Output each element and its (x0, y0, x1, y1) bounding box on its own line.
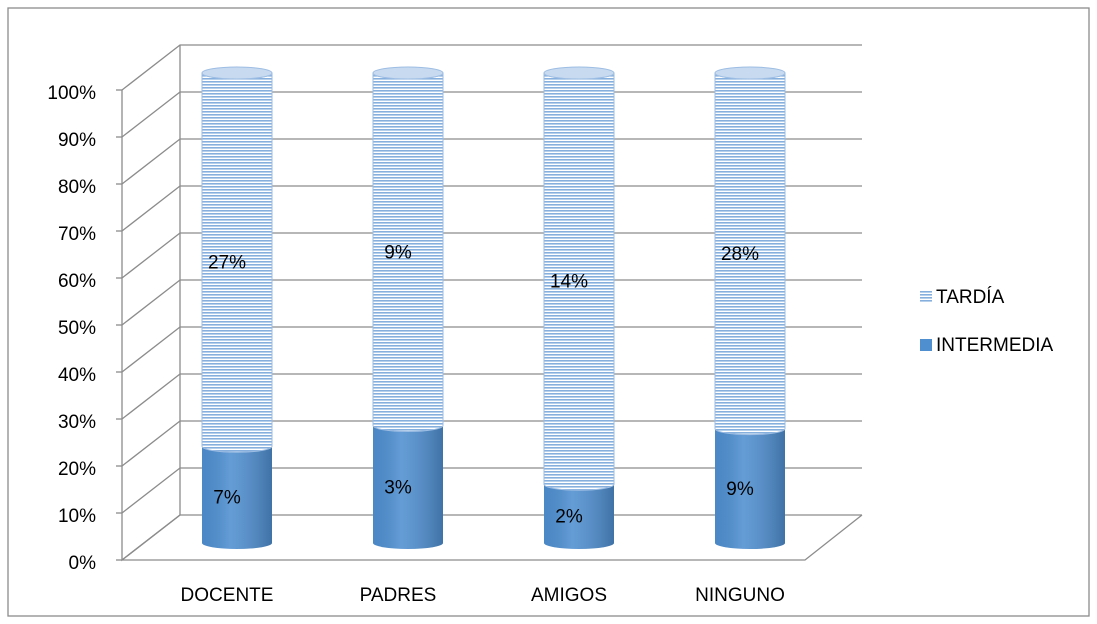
data-label: 7% (213, 488, 241, 509)
grid-line (121, 185, 862, 232)
cylinder-shade (544, 484, 614, 549)
grid-line (121, 91, 862, 138)
data-label: 2% (555, 507, 583, 528)
legend-swatch (920, 291, 932, 303)
x-tick-label: NINGUNO (695, 585, 785, 606)
grid-line (121, 44, 862, 91)
grid-line (121, 420, 862, 467)
legend-label: INTERMEDIA (936, 335, 1054, 356)
cylinder-shade (202, 446, 272, 549)
grid-line (121, 467, 862, 514)
data-label: 3% (384, 477, 412, 498)
grid-line (121, 326, 862, 373)
floor (122, 514, 863, 561)
data-label: 14% (550, 272, 588, 293)
grid-line (121, 279, 862, 326)
grid-line (121, 514, 862, 561)
x-tick-label: DOCENTE (181, 585, 274, 606)
y-tick-label: 50% (58, 318, 96, 339)
x-tick-label: AMIGOS (531, 585, 607, 606)
y-tick-label: 30% (58, 412, 96, 433)
y-tick-label: 90% (58, 130, 96, 151)
y-tick-label: 10% (58, 506, 96, 527)
y-tick-label: 40% (58, 365, 96, 386)
data-label: 27% (208, 253, 246, 274)
grid-line (121, 232, 862, 279)
legend-label: TARDÍA (936, 287, 1005, 308)
y-tick-label: 20% (58, 459, 96, 480)
y-tick-label: 0% (69, 553, 97, 574)
y-tick-label: 80% (58, 177, 96, 198)
x-tick-label: PADRES (360, 585, 437, 606)
cylinder-shade (373, 425, 443, 549)
legend-swatch (920, 339, 932, 351)
data-label: 28% (721, 244, 759, 265)
cylinder-top (201, 66, 273, 80)
y-tick-label: 70% (58, 224, 96, 245)
y-tick-label: 60% (58, 271, 96, 292)
cylinder-top (543, 66, 615, 80)
grid-line (121, 373, 862, 420)
cylinder-top (714, 66, 786, 80)
data-label: 9% (384, 242, 412, 263)
cylinder-shade (715, 428, 785, 549)
grid-line (121, 138, 862, 185)
data-label: 9% (726, 479, 754, 500)
y-tick-label: 100% (47, 83, 96, 104)
cylinder-top (372, 66, 444, 80)
